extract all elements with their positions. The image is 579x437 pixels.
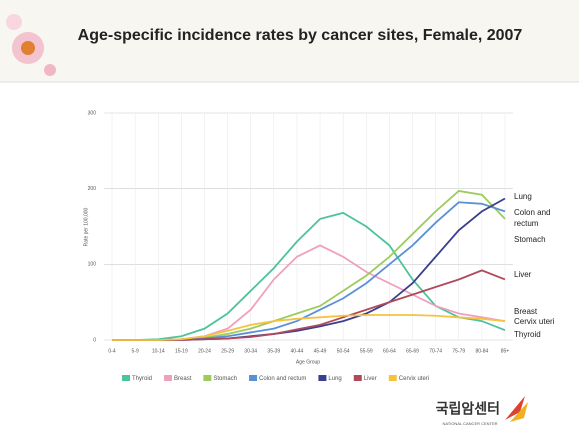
legend-label: Breast: [174, 376, 192, 382]
header-band: [0, 0, 579, 82]
x-tick-label: 15-19: [175, 348, 188, 354]
x-tick-label: 10-14: [152, 348, 165, 354]
annotation: Breast: [514, 307, 538, 316]
legend-swatch: [353, 375, 362, 381]
legend-label: Thyroid: [132, 376, 152, 382]
y-axis-label: Rate per 100,000: [83, 207, 89, 246]
x-tick-label: 70-74: [429, 348, 442, 354]
x-tick-label: 75-79: [452, 348, 465, 354]
logo-mark: [505, 396, 525, 420]
x-tick-label: 35-39: [267, 348, 280, 354]
y-tick-label: 100: [88, 262, 97, 268]
x-tick-label: 45-49: [314, 348, 327, 354]
petal: [6, 14, 22, 30]
x-tick-label: 0-4: [108, 348, 115, 354]
y-tick-label: 200: [88, 186, 97, 192]
annotation: Stomach: [514, 235, 546, 244]
legend-swatch: [388, 375, 397, 381]
petal: [44, 64, 56, 76]
logo-korean: 국립암센터: [436, 401, 500, 417]
logo: 국립암센터 NATIONAL CANCER CENTER: [436, 396, 528, 426]
legend-swatch: [122, 375, 130, 381]
annotation: Thyroid: [514, 330, 541, 339]
series-line: [112, 314, 506, 341]
annotation: Colon and: [514, 208, 550, 217]
annotation: Cervix uteri: [514, 317, 555, 326]
legend-label: Colon and rectum: [259, 376, 306, 382]
x-tick-label: 85+: [501, 348, 510, 354]
legend-label: Stomach: [213, 376, 237, 382]
x-tick-label: 80-84: [475, 348, 488, 354]
legend-label: Lung: [328, 376, 341, 382]
legend-label: Cervix uteri: [399, 376, 429, 382]
logo-english: NATIONAL CANCER CENTER: [442, 421, 497, 426]
x-tick-label: 60-64: [383, 348, 396, 354]
x-tick-label: 20-24: [198, 348, 211, 354]
flower-decoration: [6, 14, 56, 76]
legend-swatch: [164, 375, 173, 381]
y-tick-label: 0: [93, 337, 96, 343]
x-tick-label: 65-69: [406, 348, 419, 354]
flower-center: [21, 41, 35, 55]
legend-swatch: [203, 375, 212, 381]
x-tick-label: 50-54: [337, 348, 350, 354]
annotation: Lung: [514, 192, 532, 201]
x-tick-label: 40-44: [291, 348, 304, 354]
y-tick-label: 300: [88, 110, 97, 116]
logo-mark: [510, 402, 528, 422]
chart-title: Age-specific incidence rates by cancer s…: [78, 27, 523, 44]
legend-swatch: [249, 375, 258, 381]
annotation: Liver: [514, 270, 532, 279]
x-tick-label: 30-34: [244, 348, 257, 354]
x-axis-label: Age Group: [296, 359, 320, 365]
annotation: rectum: [514, 219, 539, 228]
x-tick-label: 25-29: [221, 348, 234, 354]
legend-swatch: [318, 375, 327, 381]
x-tick-label: 55-59: [360, 348, 373, 354]
legend-label: Liver: [364, 376, 377, 382]
x-tick-label: 5-9: [132, 348, 139, 354]
